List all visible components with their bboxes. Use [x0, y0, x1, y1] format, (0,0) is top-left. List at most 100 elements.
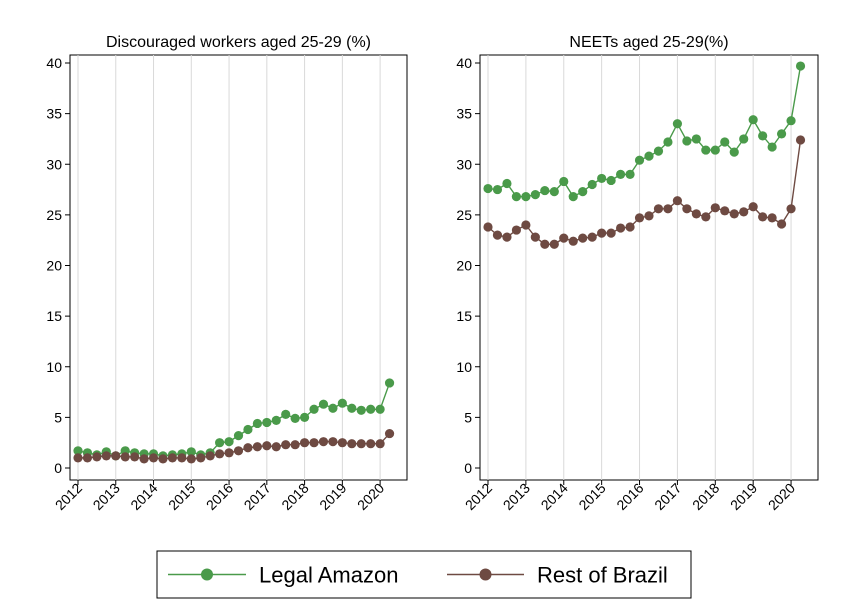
data-point [511, 192, 522, 202]
series-rest-of-brazil [73, 428, 395, 464]
y-tick-label: 30 [46, 156, 62, 172]
data-point [739, 207, 749, 217]
data-point [521, 220, 531, 230]
series-line [487, 139, 802, 245]
data-point [215, 449, 225, 459]
data-point [634, 155, 645, 165]
data-point [597, 173, 607, 184]
data-point [786, 116, 796, 126]
data-point [111, 451, 121, 461]
data-point [530, 190, 540, 200]
x-tick-label: 2018 [689, 480, 722, 513]
data-point [148, 453, 159, 463]
data-point [309, 438, 319, 448]
y-tick-label: 20 [46, 258, 62, 274]
data-point [337, 438, 347, 448]
data-point [682, 204, 692, 214]
x-tick-label: 2016 [203, 480, 236, 513]
data-point [530, 232, 540, 242]
data-point [748, 115, 758, 125]
chart-title: NEETs aged 25-29(%) [569, 34, 728, 51]
data-point [492, 230, 503, 240]
data-point [73, 446, 83, 456]
chart-panel-2: NEETs aged 25-29(%)2012 2013 2014 2015 2016 2… [456, 34, 819, 513]
data-point [587, 179, 597, 190]
y-tick-label: 0 [54, 460, 62, 476]
data-point [318, 437, 329, 447]
y-tick-label: 25 [46, 207, 62, 223]
data-point [186, 447, 196, 457]
x-tick-label: 2015 [575, 480, 608, 513]
data-point [215, 438, 225, 448]
data-point [701, 212, 711, 222]
data-point [615, 223, 626, 233]
data-point [691, 209, 701, 219]
data-point [92, 452, 102, 462]
data-point [625, 169, 635, 179]
data-point [375, 404, 385, 414]
chart-title: Discouraged workers aged 25-29 (%) [106, 34, 371, 51]
x-tick-label: 2018 [278, 480, 311, 513]
series-line [487, 65, 802, 198]
x-tick-label: 2016 [613, 480, 646, 513]
data-point [271, 442, 281, 452]
data-point [691, 134, 701, 144]
chart-panel-1: Discouraged workers aged 25-29 (%)2012 20… [46, 34, 408, 513]
data-point [309, 404, 319, 414]
data-point [101, 451, 111, 461]
data-point [578, 186, 588, 197]
data-point [290, 413, 300, 423]
data-point [356, 439, 366, 449]
data-point [672, 196, 683, 206]
legend-marker [479, 568, 492, 581]
data-point [252, 442, 262, 452]
series-legal-amazon [483, 61, 806, 202]
data-point [196, 453, 206, 463]
data-point [540, 185, 550, 196]
data-point [502, 232, 512, 242]
data-point [606, 175, 616, 186]
data-point [337, 398, 347, 408]
y-tick-label: 20 [456, 258, 472, 274]
data-point [710, 145, 720, 155]
data-point [795, 61, 806, 71]
y-tick-label: 15 [456, 308, 472, 324]
data-point [644, 211, 654, 221]
data-point [375, 439, 385, 449]
y-tick-label: 40 [46, 55, 62, 71]
data-point [73, 453, 83, 463]
data-point [252, 418, 262, 429]
data-point [167, 453, 178, 463]
data-point [653, 146, 664, 156]
x-tick-label: 2017 [241, 480, 274, 513]
data-point [366, 404, 376, 414]
data-point [568, 192, 578, 202]
data-point [158, 454, 168, 464]
data-point [262, 417, 272, 428]
data-point [233, 431, 244, 441]
data-point [559, 233, 569, 243]
data-point [224, 448, 234, 458]
data-point [540, 239, 550, 249]
data-point [356, 405, 366, 415]
y-tick-label: 15 [46, 308, 62, 324]
data-point [130, 452, 140, 462]
data-point [521, 192, 531, 202]
data-point [653, 204, 664, 214]
data-point [384, 428, 395, 439]
x-tick-label: 2014 [538, 480, 571, 513]
data-point [776, 219, 787, 229]
data-point [758, 212, 768, 222]
y-tick-label: 10 [456, 359, 472, 375]
legend-item-legal-amazon: Legal Amazon [168, 563, 398, 588]
data-point [243, 424, 253, 435]
data-point [578, 233, 588, 243]
data-point [644, 151, 654, 161]
data-point [587, 232, 597, 242]
series-legal-amazon [73, 378, 395, 461]
data-point [502, 178, 512, 189]
data-point [299, 438, 310, 448]
data-point [748, 202, 758, 212]
data-point [82, 453, 93, 463]
